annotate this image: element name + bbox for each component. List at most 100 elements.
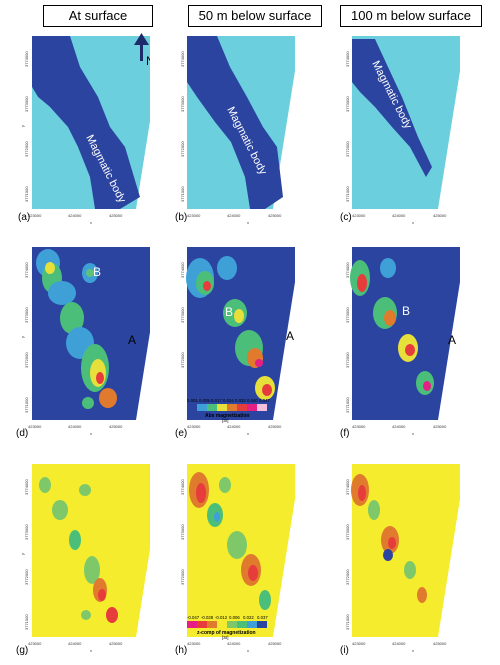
magmatic-body xyxy=(187,36,283,209)
header-at-surface: At surface xyxy=(43,5,153,27)
anomaly-field xyxy=(186,256,275,400)
anomaly-field xyxy=(351,474,427,603)
x-tick: 425000 xyxy=(109,424,123,429)
panel-label-a: (a) xyxy=(18,212,30,223)
x-tick: 425000 xyxy=(109,213,123,218)
y-tick: 3773000 xyxy=(24,524,29,540)
colorbar-tick: 0.022 xyxy=(243,615,254,620)
y-tick: 3771000 xyxy=(24,397,29,413)
panel-a: Magmatic body (a) 423000 424000 425000 x… xyxy=(0,27,150,227)
x-tick: 423000 xyxy=(28,641,42,646)
x-tick: 423000 xyxy=(187,424,201,429)
header-50m: 50 m below surface xyxy=(188,5,322,27)
panel-c: Magmatic body (c) 423000 424000 425000 x… xyxy=(330,27,480,227)
y-tick: 3772000 xyxy=(24,141,29,157)
abs-magnetization-map-e: B A 0.001 0.009 0.017 0.024 0.032 0.040 … xyxy=(175,247,295,438)
y-tick: 3771000 xyxy=(345,397,350,413)
zcomp-colorbar-title: z-comp of magnetization xyxy=(197,630,256,636)
z-component-map-g: (g) 423000 424000 425000 x 3774000 37730… xyxy=(16,464,150,655)
y-tick: 3774000 xyxy=(24,51,29,67)
colorbar-tick: -0.012 xyxy=(215,615,228,620)
y-tick: 3772000 xyxy=(24,569,29,585)
x-axis-label: x xyxy=(247,220,249,225)
anomaly-label-b: B xyxy=(225,305,233,319)
magmatic-map-b: Magmatic body (b) 423000 424000 425000 x… xyxy=(175,36,295,225)
y-tick: 3772000 xyxy=(180,569,185,585)
y-tick: 3774000 xyxy=(180,479,185,495)
y-tick: 3773000 xyxy=(345,307,350,323)
y-tick: 3773000 xyxy=(24,96,29,112)
colorbar-tick: 0.040 xyxy=(247,398,258,403)
x-tick: 424000 xyxy=(392,213,406,218)
x-axis-label: x xyxy=(247,648,249,653)
panel-label-d: (d) xyxy=(16,428,28,438)
y-tick: 3773000 xyxy=(345,524,350,540)
y-tick: 3772000 xyxy=(180,352,185,368)
y-tick: 3773000 xyxy=(345,96,350,112)
x-tick: 425000 xyxy=(268,641,282,646)
x-axis-label: x xyxy=(90,220,92,225)
x-tick: 423000 xyxy=(352,641,366,646)
panel-e: B A 0.001 0.009 0.017 0.024 0.032 0.040 … xyxy=(165,238,315,438)
x-tick: 423000 xyxy=(187,641,201,646)
x-tick: 424000 xyxy=(227,424,241,429)
x-tick: 423000 xyxy=(352,213,366,218)
panel-label-i: (i) xyxy=(340,645,349,655)
y-tick: 3774000 xyxy=(24,479,29,495)
y-tick: 3772000 xyxy=(345,352,350,368)
y-tick: 3771000 xyxy=(345,186,350,202)
z-component-map-h: -0.047 -0.028 -0.012 0.006 0.022 0.037 z… xyxy=(175,464,295,655)
colorbar-tick: 0.006 xyxy=(229,615,240,620)
x-tick: 424000 xyxy=(68,424,82,429)
y-tick: 3771000 xyxy=(24,614,29,630)
north-arrow-icon xyxy=(134,33,149,61)
panel-b: Magmatic body (b) 423000 424000 425000 x… xyxy=(165,27,315,227)
abs-magnetization-map-d: B A (d) 423000 424000 425000 x 3774000 3… xyxy=(16,247,150,438)
zcomp-colorbar-unit: [SI] xyxy=(222,635,228,640)
panel-h: -0.047 -0.028 -0.012 0.006 0.022 0.037 z… xyxy=(165,455,315,655)
anomaly-label-b: B xyxy=(93,265,101,279)
colorbar-tick: 0.047 xyxy=(259,398,270,403)
anomaly-field xyxy=(350,258,434,395)
panel-g: (g) 423000 424000 425000 x 3774000 37730… xyxy=(0,455,150,655)
y-tick: 3772000 xyxy=(345,569,350,585)
abs-colorbar-unit: [SI] xyxy=(222,418,228,423)
anomaly-field xyxy=(189,472,271,610)
abs-colorbar: 0.001 0.009 0.017 0.024 0.032 0.040 0.04… xyxy=(187,398,270,423)
north-label: N xyxy=(146,54,150,68)
z-component-map-i: (i) 423000 424000 425000 x 3774000 37730… xyxy=(340,464,460,655)
y-tick: 3774000 xyxy=(24,262,29,278)
x-tick: 424000 xyxy=(392,641,406,646)
y-tick: 3773000 xyxy=(180,307,185,323)
panel-f: B A (f) 423000 424000 425000 x 3774000 3… xyxy=(330,238,480,438)
colorbar-tick: 0.037 xyxy=(257,615,268,620)
x-tick: 424000 xyxy=(68,213,82,218)
x-tick: 424000 xyxy=(392,424,406,429)
y-tick: 3772000 xyxy=(345,141,350,157)
x-axis-label: x xyxy=(412,431,414,436)
x-tick: 423000 xyxy=(352,424,366,429)
zcomp-colorbar: -0.047 -0.028 -0.012 0.006 0.022 0.037 z… xyxy=(187,615,268,640)
anomaly-label-a: A xyxy=(128,333,136,347)
y-tick: 3773000 xyxy=(24,307,29,323)
abs-magnetization-map-f: B A (f) 423000 424000 425000 x 3774000 3… xyxy=(340,247,460,438)
y-tick: 3774000 xyxy=(180,51,185,67)
y-tick: 3771000 xyxy=(180,186,185,202)
x-axis-label: x xyxy=(90,431,92,436)
y-axis-label: y xyxy=(20,336,25,338)
x-tick: 424000 xyxy=(227,641,241,646)
x-tick: 425000 xyxy=(268,213,282,218)
x-axis-label: x xyxy=(412,220,414,225)
panel-d: B A (d) 423000 424000 425000 x 3774000 3… xyxy=(0,238,150,438)
anomaly-field xyxy=(39,477,118,623)
magmatic-map-c: Magmatic body (c) 423000 424000 425000 x… xyxy=(340,36,460,225)
x-tick: 424000 xyxy=(68,641,82,646)
x-tick: 424000 xyxy=(227,213,241,218)
panel-label-h: (h) xyxy=(175,645,187,655)
panel-label-e: (e) xyxy=(175,428,187,438)
x-tick: 425000 xyxy=(433,641,447,646)
anomaly-field xyxy=(36,249,117,409)
y-tick: 3772000 xyxy=(180,141,185,157)
panel-label-f: (f) xyxy=(340,428,349,438)
x-tick: 425000 xyxy=(433,424,447,429)
